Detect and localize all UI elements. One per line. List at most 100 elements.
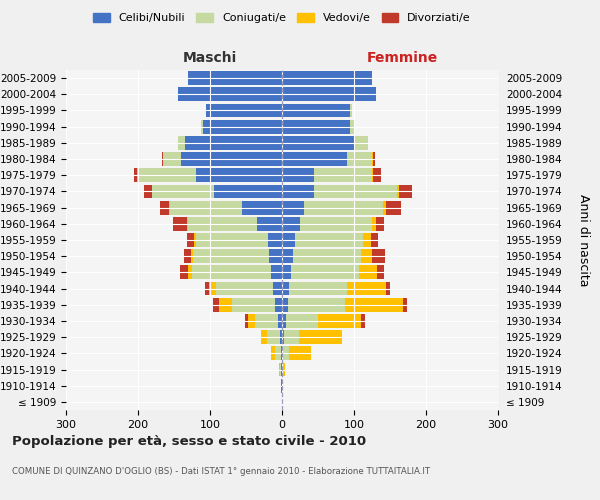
Bar xyxy=(196,168,282,182)
Bar xyxy=(282,314,286,328)
Bar xyxy=(346,298,403,312)
Text: Femmine: Femmine xyxy=(367,51,437,65)
Bar xyxy=(364,233,371,247)
Bar xyxy=(286,314,318,328)
Bar xyxy=(232,298,275,312)
Bar xyxy=(213,298,218,312)
Bar xyxy=(178,88,282,101)
Bar xyxy=(283,362,285,376)
Bar xyxy=(289,282,347,296)
Bar xyxy=(350,104,352,118)
Bar xyxy=(293,250,361,263)
Bar xyxy=(376,217,384,230)
Bar xyxy=(281,362,282,376)
Bar xyxy=(282,184,314,198)
Bar xyxy=(137,168,138,182)
Bar xyxy=(203,120,282,134)
Bar xyxy=(191,250,193,263)
Bar xyxy=(257,217,282,230)
Bar xyxy=(282,250,293,263)
Bar xyxy=(178,136,185,149)
Bar xyxy=(372,168,373,182)
Y-axis label: Anni di nascita: Anni di nascita xyxy=(577,194,590,286)
Bar xyxy=(185,136,282,149)
Bar xyxy=(282,282,289,296)
Bar xyxy=(267,330,280,344)
Bar xyxy=(361,314,365,328)
Bar xyxy=(373,168,380,182)
Bar xyxy=(288,298,346,312)
Bar xyxy=(282,200,304,214)
Bar xyxy=(361,250,372,263)
Bar xyxy=(280,330,282,344)
Bar xyxy=(160,200,169,214)
Bar xyxy=(372,250,385,263)
Bar xyxy=(403,298,407,312)
Bar xyxy=(282,88,376,101)
Bar xyxy=(170,200,242,214)
Bar xyxy=(372,217,376,230)
Text: Maschi: Maschi xyxy=(183,51,237,65)
Bar xyxy=(192,266,271,280)
Bar xyxy=(282,136,354,149)
Bar xyxy=(280,362,281,376)
Bar xyxy=(347,152,372,166)
Bar xyxy=(282,168,314,182)
Bar xyxy=(184,250,191,263)
Bar xyxy=(209,282,216,296)
Bar xyxy=(202,120,203,134)
Bar xyxy=(188,217,257,230)
Bar xyxy=(188,266,192,280)
Bar xyxy=(245,314,248,328)
Bar xyxy=(282,120,350,134)
Bar xyxy=(282,266,290,280)
Bar xyxy=(206,104,282,118)
Bar xyxy=(181,152,282,166)
Bar xyxy=(282,346,283,360)
Bar xyxy=(383,200,386,214)
Bar xyxy=(256,314,278,328)
Bar xyxy=(269,250,282,263)
Bar xyxy=(193,250,269,263)
Bar xyxy=(284,330,299,344)
Bar xyxy=(282,104,350,118)
Bar xyxy=(275,346,281,360)
Bar xyxy=(205,282,209,296)
Bar xyxy=(314,168,372,182)
Bar xyxy=(282,217,300,230)
Bar xyxy=(216,282,274,296)
Bar xyxy=(282,330,284,344)
Bar xyxy=(271,266,282,280)
Bar xyxy=(282,71,372,85)
Bar xyxy=(162,152,163,166)
Bar xyxy=(248,314,256,328)
Bar xyxy=(371,233,378,247)
Bar xyxy=(218,298,232,312)
Bar xyxy=(138,168,196,182)
Bar xyxy=(194,233,196,247)
Bar xyxy=(282,362,283,376)
Bar xyxy=(318,314,361,328)
Text: Popolazione per età, sesso e stato civile - 2010: Popolazione per età, sesso e stato civil… xyxy=(12,435,366,448)
Bar xyxy=(300,217,372,230)
Bar xyxy=(268,233,282,247)
Bar xyxy=(281,346,282,360)
Bar xyxy=(347,282,386,296)
Bar xyxy=(274,282,282,296)
Bar xyxy=(152,184,214,198)
Bar xyxy=(282,152,347,166)
Bar xyxy=(350,120,354,134)
Bar xyxy=(400,184,412,198)
Bar xyxy=(275,298,282,312)
Bar xyxy=(290,266,359,280)
Bar xyxy=(283,346,289,360)
Text: COMUNE DI QUINZANO D'OGLIO (BS) - Dati ISTAT 1° gennaio 2010 - Elaborazione TUTT: COMUNE DI QUINZANO D'OGLIO (BS) - Dati I… xyxy=(12,468,430,476)
Bar xyxy=(377,266,384,280)
Bar xyxy=(373,152,375,166)
Bar xyxy=(386,200,401,214)
Bar xyxy=(261,330,267,344)
Bar xyxy=(188,71,282,85)
Bar xyxy=(169,200,170,214)
Bar xyxy=(354,136,368,149)
Bar xyxy=(295,233,364,247)
